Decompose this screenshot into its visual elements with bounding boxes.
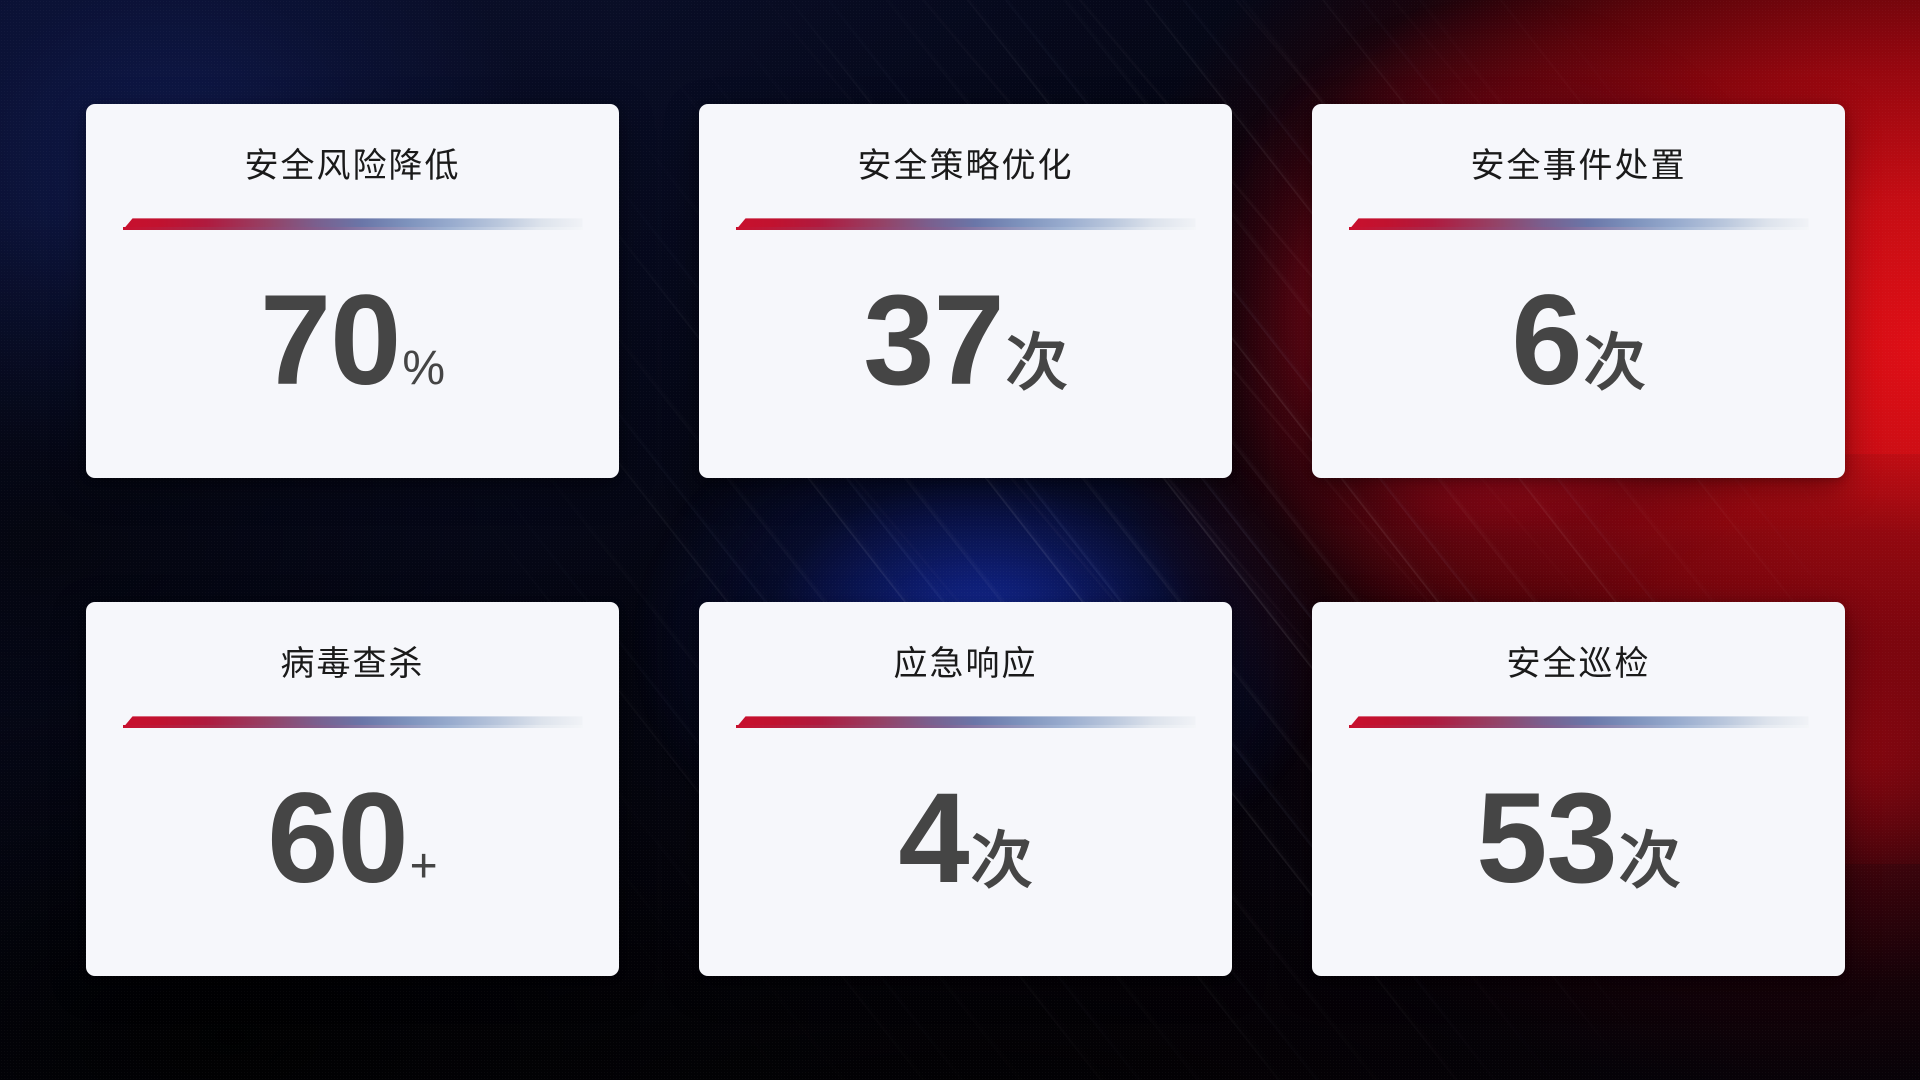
metric-divider-tail xyxy=(735,227,1196,231)
metric-value-row: 60 + xyxy=(86,728,619,976)
metric-title: 安全巡检 xyxy=(1506,645,1651,683)
metric-divider xyxy=(1348,716,1809,729)
metric-unit: 次 xyxy=(970,827,1033,897)
metric-title: 安全风险降低 xyxy=(244,147,461,185)
metric-card[interactable]: 应急响应 4 次 xyxy=(699,602,1232,976)
metric-unit: + xyxy=(409,840,438,894)
metric-value-row: 4 次 xyxy=(699,728,1232,976)
metric-title: 安全事件处置 xyxy=(1470,147,1687,185)
metric-divider-tail xyxy=(735,725,1196,729)
metric-unit: 次 xyxy=(1005,329,1068,399)
metric-value-group: 53 次 xyxy=(1476,775,1680,903)
metric-unit: % xyxy=(402,342,446,396)
metric-card[interactable]: 病毒查杀 60 + xyxy=(86,602,619,976)
metric-value-group: 60 + xyxy=(267,775,437,903)
metric-title: 应急响应 xyxy=(893,645,1038,683)
metric-value: 53 xyxy=(1476,767,1617,911)
metric-value: 4 xyxy=(898,767,969,911)
metric-unit: 次 xyxy=(1618,827,1681,897)
metric-divider-tail xyxy=(122,725,583,729)
metric-card[interactable]: 安全事件处置 6 次 xyxy=(1312,104,1845,478)
metric-value: 60 xyxy=(267,767,408,911)
metric-value-group: 70 % xyxy=(260,277,445,405)
metric-divider-tail xyxy=(122,227,583,231)
metric-divider xyxy=(735,716,1196,729)
metric-value-row: 53 次 xyxy=(1312,728,1845,976)
metric-value-group: 37 次 xyxy=(863,277,1067,405)
metric-divider xyxy=(122,218,583,231)
metric-divider-tail xyxy=(1348,227,1809,231)
metric-divider-tail xyxy=(1348,725,1809,729)
metric-value-group: 6 次 xyxy=(1511,277,1645,405)
metric-divider xyxy=(1348,218,1809,231)
metric-card[interactable]: 安全巡检 53 次 xyxy=(1312,602,1845,976)
metric-divider xyxy=(735,218,1196,231)
metric-unit: 次 xyxy=(1583,329,1646,399)
metric-value: 70 xyxy=(259,269,401,413)
metric-value-row: 6 次 xyxy=(1312,230,1845,478)
metric-card[interactable]: 安全策略优化 37 次 xyxy=(699,104,1232,478)
metric-value-row: 70 % xyxy=(86,230,619,478)
metric-value-row: 37 次 xyxy=(699,230,1232,478)
metric-card-grid: 安全风险降低 70 % 安全策略优化 37 次 xyxy=(86,104,1845,976)
metric-value: 6 xyxy=(1511,269,1582,413)
metric-value-group: 4 次 xyxy=(898,775,1032,903)
metric-value: 37 xyxy=(863,269,1004,413)
metric-divider xyxy=(122,716,583,729)
metric-title: 安全策略优化 xyxy=(857,147,1074,185)
metric-title: 病毒查杀 xyxy=(280,645,425,683)
metric-card[interactable]: 安全风险降低 70 % xyxy=(86,104,619,478)
